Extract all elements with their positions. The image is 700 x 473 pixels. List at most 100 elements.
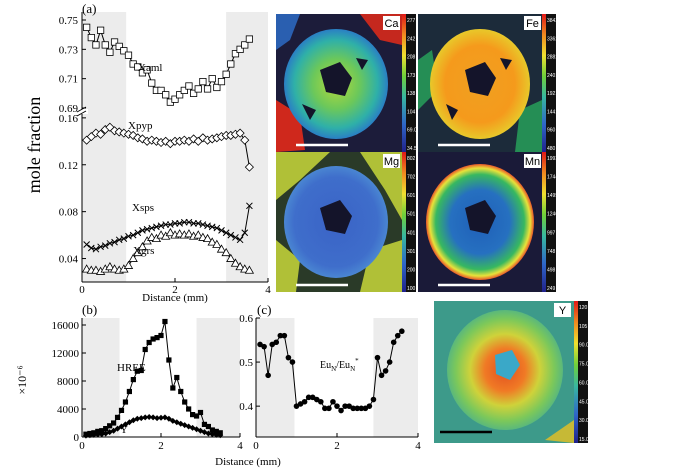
series-y-point-0 bbox=[82, 432, 89, 439]
series-xaml-point-20 bbox=[176, 91, 184, 99]
series-hree-point-16 bbox=[146, 339, 152, 346]
colorbar-tick-3-6: 498 bbox=[547, 267, 556, 273]
series-hree-point-9 bbox=[118, 407, 125, 413]
panel-a-xlabel: Distance (mm) bbox=[142, 292, 208, 304]
panel-b-axes: 16000 12000 8000 4000 00 2 4 bbox=[52, 318, 243, 452]
series-xaml-point-23 bbox=[189, 89, 198, 97]
series-xsps-point-15 bbox=[153, 223, 160, 231]
series-xgrs-point-5 bbox=[105, 261, 115, 271]
series-xsps-point-11 bbox=[134, 229, 142, 237]
colorbar-tick-4-2: 90.0 bbox=[579, 343, 589, 349]
panel-b-shade-0 bbox=[82, 318, 120, 437]
colorbar-tick-2-5: 301 bbox=[407, 249, 416, 255]
series-xsps-point-32 bbox=[232, 234, 239, 241]
map-y-core bbox=[495, 350, 520, 380]
map-fe-colorbar: 3842 3362 2882 2401 1921 1441 960 480 bbox=[542, 14, 558, 152]
panel-b-ytick-label-3: 4000 bbox=[57, 404, 80, 416]
panel-a-axis-break-gap bbox=[76, 109, 88, 114]
label-xgrs: Xgrs bbox=[133, 245, 154, 257]
panel-c-ytick-label-2: 0.4 bbox=[239, 401, 253, 413]
eu-sup: * bbox=[355, 357, 359, 365]
series-y-point-15 bbox=[142, 414, 149, 421]
panel-c-label: (c) bbox=[257, 302, 271, 317]
series-xgrs-point-11 bbox=[133, 247, 143, 257]
series-hree-point-29 bbox=[197, 409, 204, 416]
series-hree-point-21 bbox=[166, 357, 172, 363]
panel-b-ytick-label-2: 8000 bbox=[57, 376, 80, 388]
series-hree-point-22 bbox=[170, 385, 176, 391]
map-fe-label-box bbox=[524, 16, 541, 30]
series-eu-ratio-point-4 bbox=[273, 339, 280, 346]
panel-b-shade-1 bbox=[196, 318, 240, 437]
series-y-point-34 bbox=[217, 432, 224, 439]
series-xaml-point-11 bbox=[134, 63, 142, 71]
series-xaml-point-28 bbox=[213, 83, 221, 92]
series-xgrs-point-30 bbox=[221, 247, 231, 257]
colorbar-tick-3-2: 1495 bbox=[547, 193, 558, 199]
panel-c-shading bbox=[256, 318, 418, 437]
map-ca-red-zone bbox=[276, 100, 305, 152]
map-ca-label-box bbox=[383, 16, 400, 30]
panel-c-xtick-label-1: 2 bbox=[334, 440, 340, 452]
panel-a: (a) mole fraction 0.750.730.710.690.160.… bbox=[24, 1, 271, 304]
panel-b-marks bbox=[82, 318, 224, 439]
colorbar-tick-0-3: 173 bbox=[407, 73, 416, 79]
colorbar-tick-3-1: 1744 bbox=[547, 175, 558, 181]
series-xaml-point-4 bbox=[101, 41, 109, 49]
series-xgrs-point-31 bbox=[226, 253, 236, 262]
series-xaml-point-25 bbox=[199, 78, 207, 86]
series-hree-point-5 bbox=[103, 426, 109, 432]
series-hree-point-18 bbox=[154, 335, 160, 341]
series-xaml-point-5 bbox=[106, 48, 114, 56]
panel-a-ytick-label-u-0: 0.75 bbox=[59, 15, 79, 27]
eu-slash: /Eu bbox=[336, 360, 350, 371]
series-eu-ratio-point-32 bbox=[386, 359, 393, 365]
panel-a-ytick-label-l-2: 0.08 bbox=[59, 207, 79, 219]
series-xaml-point-22 bbox=[185, 82, 193, 90]
series-eu-ratio-point-34 bbox=[394, 332, 401, 339]
colorbar-scale-3 bbox=[542, 152, 546, 292]
series-xsps-point-8 bbox=[120, 235, 128, 242]
panel-c-ytick-label-0: 0.6 bbox=[239, 313, 253, 325]
colorbar-tick-4-5: 45.0 bbox=[579, 399, 589, 405]
series-y-point-17 bbox=[150, 414, 157, 421]
series-eu-ratio-point-6 bbox=[281, 332, 288, 339]
map-mn-colorbar: 1993 1744 1495 1246 997 748 498 249 bbox=[542, 152, 558, 292]
series-y-point-14 bbox=[138, 415, 145, 422]
colorbar-tick-1-5: 1441 bbox=[547, 109, 558, 115]
colorbar-scale-0 bbox=[402, 14, 406, 152]
map-mn-label: Mn bbox=[525, 156, 540, 168]
map-ca-inclusion bbox=[320, 62, 352, 96]
series-xaml-point-1 bbox=[87, 34, 95, 42]
series-y-point-8 bbox=[114, 425, 121, 432]
series-hree-point-6 bbox=[107, 423, 113, 429]
map-fe: Fe 3842 3362 2882 2401 1921 1441 960 480 bbox=[418, 14, 558, 152]
series-hree-point-23 bbox=[174, 374, 180, 381]
panel-b-label: (b) bbox=[82, 302, 97, 317]
colorbar-tick-0-5: 104 bbox=[407, 109, 416, 115]
series-hree-point-15 bbox=[142, 346, 148, 353]
map-ca-blue-zone bbox=[276, 14, 300, 50]
series-eu-ratio-point-24 bbox=[354, 405, 361, 412]
colorbar-tick-4-6: 30.0 bbox=[579, 418, 589, 424]
series-eu-ratio-point-16 bbox=[322, 405, 328, 412]
panel-a-xtick-label-2: 4 bbox=[265, 284, 271, 296]
eu-sub: N bbox=[331, 365, 336, 373]
label-y-series: Y bbox=[120, 424, 128, 436]
colorbar-tick-4-0: 120 bbox=[579, 305, 588, 311]
panel-a-label: (a) bbox=[82, 1, 96, 16]
series-xpyp-point-34 bbox=[240, 135, 250, 145]
colorbar-tick-0-6: 69.0 bbox=[407, 128, 417, 134]
colorbar-tick-0-1: 242 bbox=[407, 36, 416, 42]
colorbar-tick-2-1: 702 bbox=[407, 175, 416, 181]
colorbar-tick-2-3: 501 bbox=[407, 212, 416, 218]
colorbar-tick-1-3: 2401 bbox=[547, 73, 558, 79]
series-xaml-point-16 bbox=[157, 86, 165, 94]
series-eu-ratio-point-2 bbox=[265, 372, 271, 379]
colorbar-tick-2-7: 100 bbox=[407, 286, 416, 292]
label-hree: HREE bbox=[117, 362, 146, 374]
series-xgrs-point-24 bbox=[193, 230, 203, 239]
map-mg-label: Mg bbox=[384, 156, 399, 168]
series-xgrs-point-33 bbox=[235, 261, 245, 271]
